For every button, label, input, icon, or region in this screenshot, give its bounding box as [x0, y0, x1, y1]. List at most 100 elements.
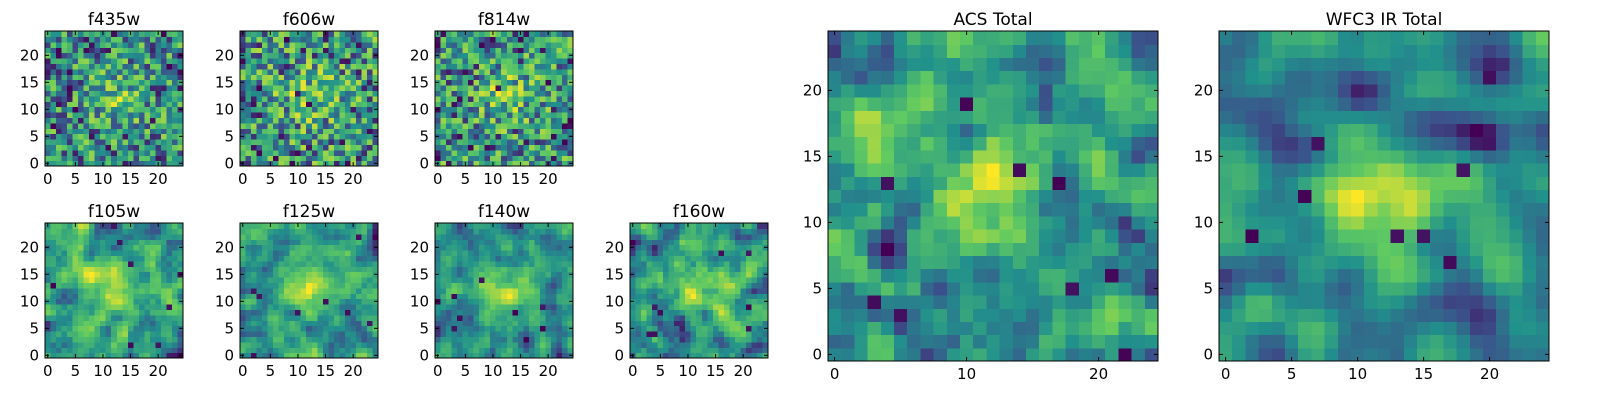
x-tick-label: 15 [121, 362, 140, 380]
heatmap-cell [306, 250, 312, 256]
heatmap-cell [718, 266, 724, 272]
heatmap-cell [257, 139, 263, 145]
heatmap-cell [73, 134, 79, 140]
heatmap-cell [534, 282, 540, 288]
heatmap-cell [367, 228, 373, 234]
heatmap-cell [62, 315, 68, 321]
heatmap-cell [468, 293, 474, 299]
heatmap-cell [279, 123, 285, 129]
heatmap-cell [556, 69, 562, 75]
heatmap-cell [251, 90, 257, 96]
heatmap-cell [740, 326, 746, 332]
heatmap-cell [334, 347, 340, 353]
heatmap-cell [172, 150, 178, 156]
heatmap-cell [128, 150, 134, 156]
y-tick-label: 10 [410, 100, 429, 118]
heatmap-cell [551, 90, 557, 96]
heatmap-cell [246, 331, 252, 337]
heatmap-cell [111, 80, 117, 86]
heatmap-cell [45, 150, 51, 156]
heatmap-cell [562, 320, 568, 326]
heatmap-cell [328, 326, 334, 332]
heatmap-cell [240, 315, 246, 321]
heatmap-cell [446, 134, 452, 140]
heatmap-cell [468, 239, 474, 245]
heatmap-cell [279, 107, 285, 113]
heatmap-cell [301, 144, 307, 150]
heatmap-cell [284, 336, 290, 342]
heatmap-cell [317, 128, 323, 134]
heatmap-cell [556, 112, 562, 118]
heatmap-cell [881, 348, 895, 362]
heatmap-cell [658, 293, 664, 299]
y-tick-label: 20 [605, 238, 624, 256]
heatmap-cell [1052, 335, 1066, 349]
heatmap-cell [1079, 203, 1093, 217]
heatmap-cell [122, 42, 128, 48]
heatmap-cell [45, 342, 51, 348]
heatmap-cell [441, 320, 447, 326]
heatmap-cell [757, 315, 763, 321]
heatmap-cell [51, 320, 57, 326]
heatmap-cell [441, 123, 447, 129]
heatmap-cell [973, 255, 987, 269]
heatmap-cell [636, 326, 642, 332]
heatmap-cell [161, 239, 167, 245]
heatmap-cell [128, 234, 134, 240]
heatmap-cell [139, 288, 145, 294]
heatmap-cell [100, 282, 106, 288]
heatmap-cell [523, 255, 529, 261]
heatmap-cell [273, 261, 279, 267]
heatmap-cell [496, 58, 502, 64]
heatmap-cell [562, 155, 568, 161]
heatmap-cell [240, 150, 246, 156]
heatmap-cell [523, 266, 529, 272]
heatmap-cell [295, 42, 301, 48]
heatmap-cell [284, 47, 290, 53]
heatmap-cell [663, 266, 669, 272]
heatmap-cell [345, 320, 351, 326]
heatmap-cell [529, 144, 535, 150]
heatmap-cell [652, 245, 658, 251]
heatmap-cell [724, 309, 730, 315]
heatmap-cell [284, 85, 290, 91]
heatmap-cell [45, 266, 51, 272]
heatmap-cell [284, 331, 290, 337]
heatmap-cell [512, 272, 518, 278]
heatmap-cell [1118, 335, 1132, 349]
heatmap-cell [155, 228, 161, 234]
heatmap-cell [262, 331, 268, 337]
heatmap-cell [479, 228, 485, 234]
heatmap-cell [51, 347, 57, 353]
heatmap-cell [534, 293, 540, 299]
heatmap-cell [751, 250, 757, 256]
heatmap-cell [545, 80, 551, 86]
heatmap-cell [446, 36, 452, 42]
heatmap-cell [457, 123, 463, 129]
heatmap-cell [356, 74, 362, 80]
heatmap-cell [474, 234, 480, 240]
heatmap-cell [452, 139, 458, 145]
heatmap-cell [691, 342, 697, 348]
heatmap-cell [345, 288, 351, 294]
heatmap-cell [361, 266, 367, 272]
heatmap-cell [56, 63, 62, 69]
heatmap-cell [1039, 282, 1053, 296]
heatmap-cell [551, 85, 557, 91]
heatmap-cell [150, 255, 156, 261]
heatmap-cell [133, 107, 139, 113]
heatmap-cell [868, 163, 882, 177]
heatmap-cell [284, 277, 290, 283]
heatmap-cell [350, 69, 356, 75]
heatmap-cell [735, 299, 741, 305]
heatmap-cell [306, 36, 312, 42]
heatmap-cell [868, 229, 882, 243]
heatmap-cell [150, 42, 156, 48]
heatmap-cell [328, 277, 334, 283]
heatmap-cell [562, 234, 568, 240]
heatmap-cell [62, 101, 68, 107]
heatmap-cell [468, 117, 474, 123]
heatmap-cell [474, 239, 480, 245]
heatmap-cell [323, 255, 329, 261]
heatmap-cell [1092, 335, 1106, 349]
